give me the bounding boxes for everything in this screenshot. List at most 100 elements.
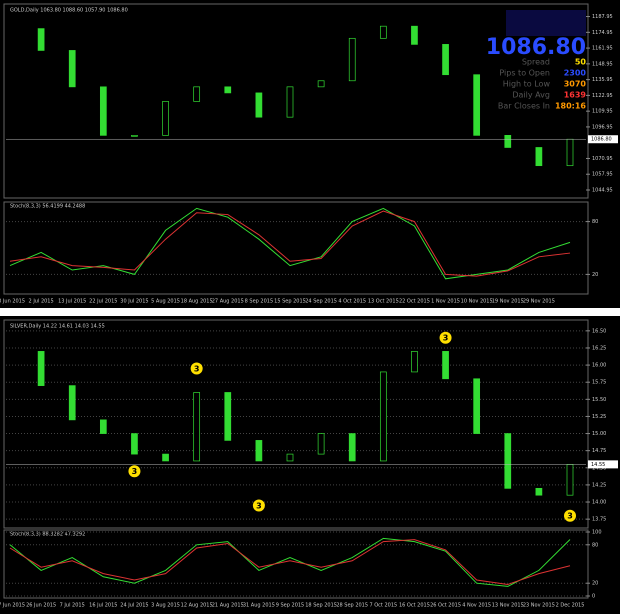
x-tick-label: 15 Sep 2015: [274, 299, 306, 305]
x-tick-label: 26 Oct 2015: [430, 603, 461, 609]
stoch-line: [9, 539, 571, 585]
x-tick-label: 22 Oct 2015: [399, 299, 430, 305]
info-label: Daily Avg: [512, 91, 550, 100]
current-price-box: [588, 135, 618, 144]
x-tick-label: 22 Jul 2015: [89, 299, 117, 305]
x-tick-label: 1 Nov 2015: [431, 299, 460, 305]
signal-marker: [252, 499, 265, 512]
y-tick-label: 16.25: [592, 345, 606, 351]
candle: [37, 351, 45, 386]
x-tick-label: 3 Aug 2015: [151, 603, 180, 609]
panel-title: SILVER,Daily 14.22 14.61 14.03 14.55: [10, 324, 105, 330]
candle: [317, 433, 325, 455]
signal-marker-label: 3: [256, 501, 262, 510]
x-tick-label: 16 Oct 2015: [399, 603, 430, 609]
x-tick-label: 21 Aug 2015: [212, 603, 244, 609]
signal-marker-label: 3: [443, 334, 449, 343]
signal-marker-label: 3: [194, 365, 200, 374]
panel-title: Stoch(8,3,3) 88.3282 47.3292: [10, 532, 85, 538]
x-tick-label: 19 Nov 2015: [492, 299, 524, 305]
x-tick-label: 24 Sep 2015: [305, 299, 337, 305]
candle: [379, 25, 387, 39]
y-tick-label: 100: [592, 530, 602, 536]
candle: [224, 392, 232, 441]
x-tick-label: 28 Sep 2015: [336, 603, 368, 609]
x-tick-label: 2 Dec 2015: [556, 603, 585, 609]
stoch-line: [9, 207, 571, 280]
signal-marker: [190, 362, 203, 375]
info-value: 2300: [564, 69, 587, 78]
candle: [255, 92, 263, 118]
y-tick-label: 15.00: [592, 431, 606, 437]
x-tick-label: 8 Sep 2015: [245, 299, 274, 305]
candle: [535, 487, 543, 496]
candle: [68, 385, 76, 421]
y-tick-label: 16.50: [592, 328, 606, 334]
info-value: 50: [575, 58, 587, 67]
candle: [379, 371, 387, 462]
y-tick-label: 1135.95: [592, 77, 613, 83]
y-tick-label: 14.00: [592, 500, 606, 506]
x-tick-label: 4 Oct 2015: [338, 299, 366, 305]
candle: [99, 86, 107, 136]
x-tick-label: 7 Jul 2015: [60, 603, 85, 609]
y-tick-label: 1109.95: [592, 109, 613, 115]
panel-title: GOLD,Daily 1063.80 1088.60 1057.90 1086.…: [10, 8, 128, 14]
current-price-label: 14.55: [591, 462, 605, 468]
y-tick-label: 1148.95: [592, 61, 613, 67]
candle: [566, 464, 574, 496]
y-tick-label: 13.75: [592, 517, 606, 523]
candle: [68, 50, 76, 88]
candle: [504, 433, 512, 489]
info-label: Spread: [522, 58, 550, 67]
y-tick-label: 1122.95: [592, 93, 613, 99]
candle: [162, 453, 169, 462]
y-tick-label: 15.50: [592, 397, 606, 403]
y-tick-label: 0: [592, 594, 595, 600]
x-tick-label: 17 Jun 2015: [0, 603, 25, 609]
x-tick-label: 9 Sep 2015: [276, 603, 305, 609]
candle: [411, 25, 418, 45]
candle: [411, 351, 418, 373]
candle: [162, 101, 169, 136]
x-tick-label: 4 Nov 2015: [462, 603, 491, 609]
x-tick-label: 24 Jul 2015: [120, 603, 148, 609]
x-tick-label: 29 Nov 2015: [523, 299, 555, 305]
y-tick-label: 15.25: [592, 414, 606, 420]
current-price-box: [588, 460, 618, 469]
info-value: 180:16: [555, 102, 586, 111]
y-tick-label: 1044.95: [592, 187, 613, 193]
candle: [566, 138, 574, 167]
info-label: High to Low: [503, 80, 551, 89]
info-value: 1639: [564, 91, 587, 100]
candle: [473, 378, 481, 434]
candle: [99, 419, 107, 434]
candle: [442, 351, 449, 380]
signal-marker: [439, 331, 452, 344]
y-tick-label: 80: [592, 542, 598, 548]
candle: [348, 37, 356, 82]
x-tick-label: 13 Oct 2015: [368, 299, 399, 305]
signal-marker-label: 3: [132, 467, 138, 476]
candle: [255, 440, 263, 462]
y-tick-label: 80: [592, 219, 598, 225]
x-tick-label: 16 Jul 2015: [89, 603, 117, 609]
y-tick-label: 16.00: [592, 363, 606, 369]
y-tick-label: 1174.95: [592, 30, 613, 36]
candle: [473, 74, 481, 136]
signal-marker: [128, 465, 141, 478]
y-tick-label: 1161.95: [592, 46, 613, 52]
candle: [193, 392, 201, 462]
x-tick-label: 30 Jul 2015: [120, 299, 148, 305]
signal-marker-label: 3: [567, 512, 573, 521]
candle: [442, 44, 449, 76]
candle: [224, 86, 232, 94]
panel-title: Stoch(8,3,3) 56.4199 44.2488: [10, 204, 85, 210]
current-price-label: 1086.80: [591, 137, 612, 143]
x-tick-label: 7 Oct 2015: [369, 603, 397, 609]
candle: [131, 135, 138, 137]
y-tick-label: 1057.95: [592, 172, 613, 178]
x-tick-label: 13 Nov 2015: [492, 603, 524, 609]
silver-window: [0, 316, 620, 614]
